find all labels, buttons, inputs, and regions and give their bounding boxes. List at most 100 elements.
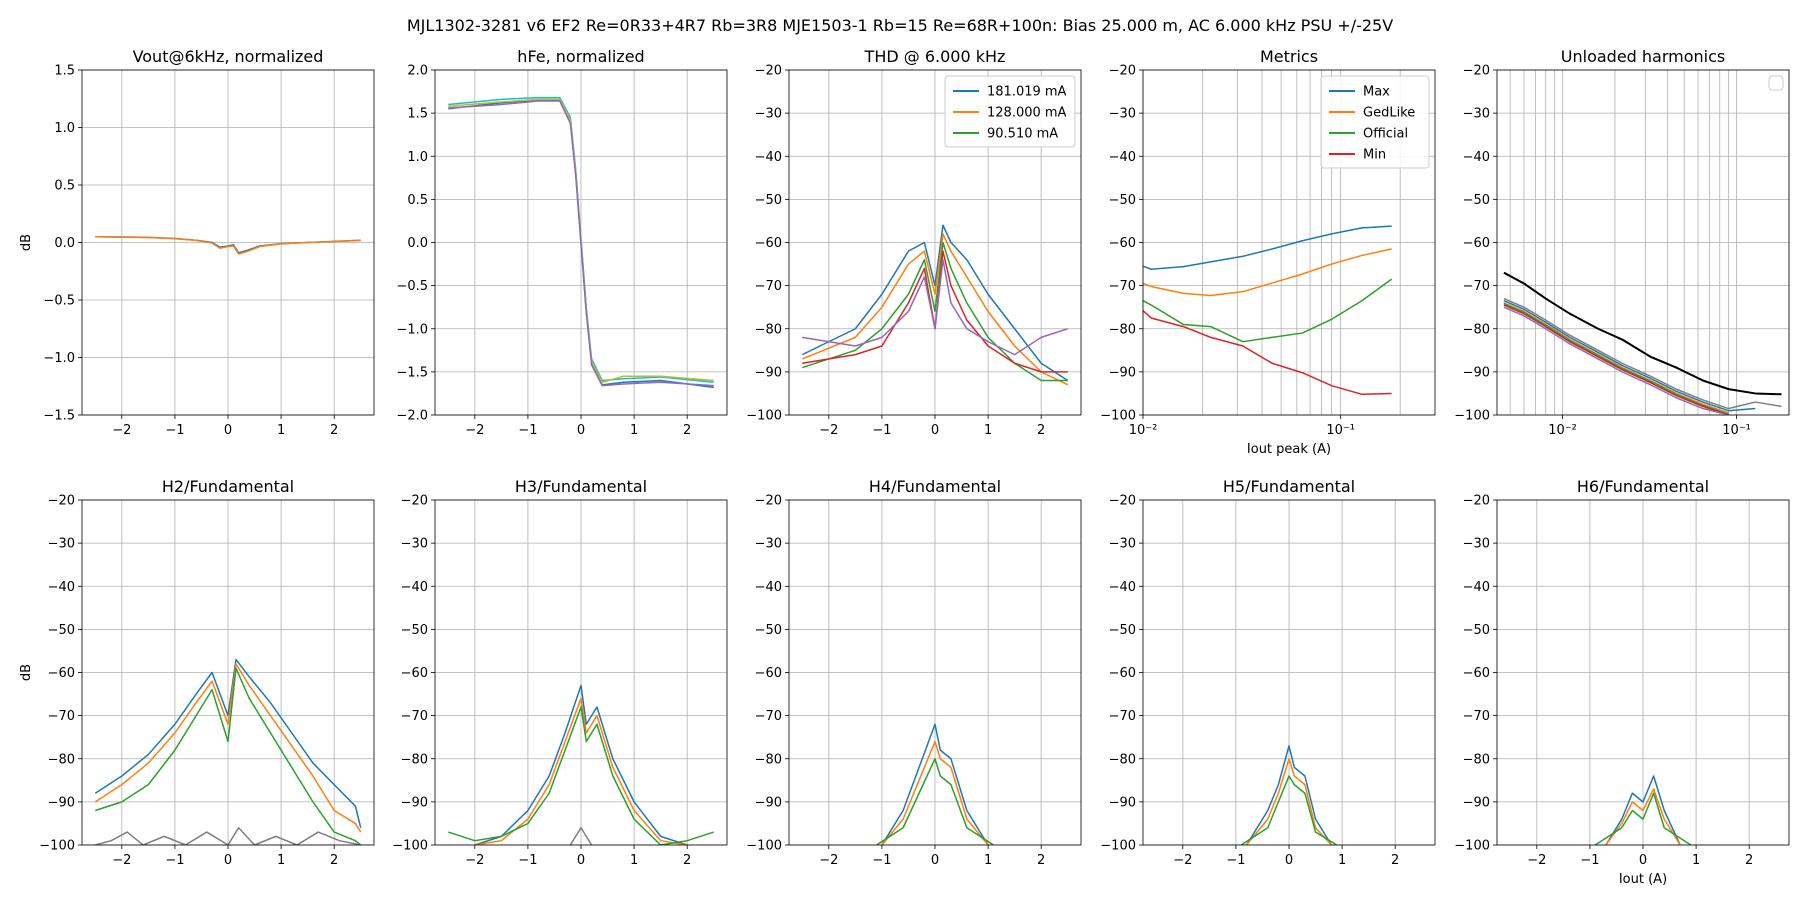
chart-h5-grid [1143,499,1435,846]
xtick-label: −2 [112,423,131,438]
ytick-label: −60 [401,666,428,681]
ytick-label: −50 [755,193,782,208]
xtick-label: 2 [330,853,338,868]
legend-label: GedLike [1363,106,1415,121]
xtick-label: −2 [819,423,838,438]
chart-h3: −100 −90 −80 −70 −60 −50 −40 −30 −20 −2 −1 0 1 2 H3/Fu… [392,477,728,868]
ytick-label: −30 [755,537,782,552]
ytick-label: 0.5 [407,193,428,208]
legend-label: 181.019 mA [987,85,1067,100]
ytick-label: −50 [401,623,428,638]
chart-h5-series-line [1245,758,1333,845]
legend-box [944,75,1076,148]
ytick-label: −90 [401,795,428,810]
chart-h5: −100 −90 −80 −70 −60 −50 −40 −30 −20 −2 −1 0 1 2 H5/Fu… [1100,477,1436,868]
ytick-label: −90 [1109,365,1136,380]
ytick-label: −100 [746,409,782,424]
legend-label: 128.000 mA [987,106,1067,121]
chart-hfe-series-group [448,96,714,389]
ytick-label: −0.5 [43,294,75,309]
ytick-label: −100 [1100,839,1136,854]
ytick-label: −1.5 [43,409,75,424]
ytick-label: 0.0 [407,236,428,251]
ytick-label: −20 [1109,494,1136,509]
ytick-label: −30 [1109,107,1136,122]
xtick-label: −1 [872,853,891,868]
ytick-label: −70 [401,709,428,724]
ytick-label: −100 [1454,839,1490,854]
ytick-label: −40 [755,580,782,595]
xtick-label: 2 [1037,853,1045,868]
xtick-label: 0 [577,423,585,438]
ytick-label: −80 [1463,752,1490,767]
ytick-label: −30 [48,537,75,552]
chart-h3-grid [435,499,727,846]
ytick-label: −30 [1463,537,1490,552]
chart-thd-series-line [801,224,1069,382]
chart-h2-series-line [95,667,362,845]
ytick-label: −80 [401,752,428,767]
xtick-label: −2 [112,853,131,868]
chart-h2-series-group [94,658,362,845]
xtick-label: 2 [683,423,691,438]
chart-h5-title: H5/Fundamental [1223,477,1355,496]
ytick-label: −20 [755,494,782,509]
xtick-label: −2 [465,853,484,868]
chart-vout-series-group [95,236,361,255]
xtick-label: 10⁻² [1548,423,1577,438]
chart-h5-series-line [1240,775,1338,845]
chart-thd-series-group [801,224,1069,386]
chart-thd-series-line [801,233,1069,386]
chart-h4-title: H4/Fundamental [869,477,1001,496]
ytick-label: −90 [48,795,75,810]
ytick-label: −90 [1463,795,1490,810]
ytick-label: −80 [1109,322,1136,337]
ytick-label: −100 [746,839,782,854]
chart-hfe-series-line [448,100,714,387]
ytick-label: −20 [1109,64,1136,79]
ytick-label: 1.5 [407,107,428,122]
chart-h4-series-line [876,758,994,845]
chart-metrics-xlabel: Iout peak (A) [1247,442,1331,457]
ytick-label: 1.5 [54,64,75,79]
chart-h4-grid [789,499,1081,846]
chart-unloaded-series-line [1503,297,1782,410]
chart-h2-title: H2/Fundamental [162,477,294,496]
ytick-label: −80 [48,752,75,767]
chart-metrics-series-line [1143,248,1392,297]
ytick-label: −60 [1109,666,1136,681]
chart-vout-grid [82,69,374,416]
ytick-label: −90 [1109,795,1136,810]
ytick-label: −40 [1109,150,1136,165]
ytick-label: 2.0 [407,64,428,79]
xtick-label: 10⁻¹ [1326,423,1355,438]
ytick-label: −70 [1109,709,1136,724]
ytick-label: −100 [1100,409,1136,424]
chart-thd-legend: 181.019 mA 128.000 mA 90.510 mA [944,75,1076,148]
chart-unloaded: −100 −90 −80 −70 −60 −50 −40 −30 −20 10⁻² 10⁻¹ Unlo… [1454,47,1790,438]
xtick-label: 0 [1285,853,1293,868]
ytick-label: −1.0 [43,351,75,366]
ytick-label: −30 [755,107,782,122]
xtick-label: −1 [518,423,537,438]
ytick-label: −40 [755,150,782,165]
chart-h6-series-line [1605,788,1681,845]
chart-h4-series-line [881,740,989,845]
xtick-label: 1 [630,423,638,438]
xtick-label: 0 [224,853,232,868]
xtick-label: −1 [518,853,537,868]
xtick-label: 0 [931,853,939,868]
ytick-label: −70 [1463,709,1490,724]
xtick-label: −1 [872,423,891,438]
chart-unloaded-title: Unloaded harmonics [1561,47,1725,66]
chart-h2-grid [82,499,374,846]
figure-suptitle: MJL1302-3281 v6 EF2 Re=0R33+4R7 Rb=3R8 M… [407,16,1393,35]
chart-h2: −100 −90 −80 −70 −60 −50 −40 −30 −20 −2 −1 0 1 2 H2/Fu… [19,477,375,868]
chart-unloaded-series-line [1503,300,1756,412]
chart-h2-series-line [95,827,361,845]
ytick-label: −50 [48,623,75,638]
ytick-label: −70 [755,709,782,724]
ytick-label: −100 [1454,409,1490,424]
xtick-label: 10⁻² [1129,423,1158,438]
chart-unloaded-series-line [1503,304,1729,415]
